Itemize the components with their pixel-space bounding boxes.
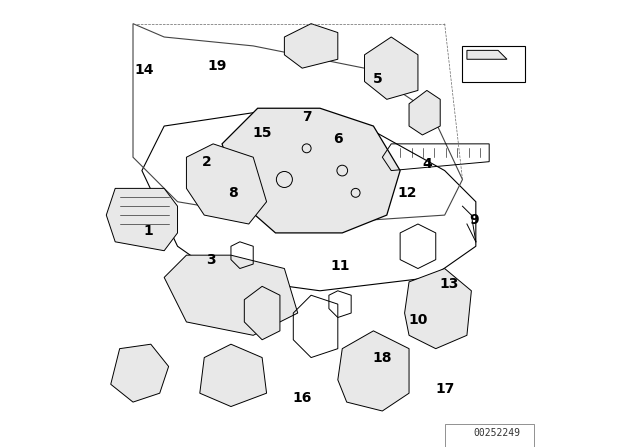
Polygon shape [106,188,177,251]
Text: 16: 16 [292,391,312,405]
Text: 3: 3 [206,253,216,267]
Polygon shape [467,50,507,59]
Text: 1: 1 [144,224,154,238]
Polygon shape [200,344,267,406]
FancyBboxPatch shape [463,46,525,82]
Polygon shape [186,144,267,224]
Text: 10: 10 [408,313,428,327]
Text: 18: 18 [372,351,392,365]
Text: 2: 2 [202,155,211,168]
Polygon shape [284,24,338,68]
Text: 19: 19 [208,59,227,73]
Text: 7: 7 [302,110,312,124]
Text: 14: 14 [134,64,154,78]
Text: 15: 15 [252,126,272,140]
Text: 17: 17 [435,382,454,396]
Text: 9: 9 [468,212,479,227]
Polygon shape [164,255,298,335]
Polygon shape [222,108,400,233]
Polygon shape [365,37,418,99]
Polygon shape [404,268,472,349]
Text: 00252249: 00252249 [474,428,520,438]
Polygon shape [111,344,168,402]
Text: 6: 6 [333,133,342,146]
Text: 11: 11 [330,259,350,273]
Text: 13: 13 [440,277,459,291]
Polygon shape [244,286,280,340]
Text: 5: 5 [373,72,383,86]
Polygon shape [409,90,440,135]
Text: 12: 12 [397,186,417,200]
Polygon shape [338,331,409,411]
Text: 4: 4 [422,157,432,171]
Text: 8: 8 [228,186,238,200]
